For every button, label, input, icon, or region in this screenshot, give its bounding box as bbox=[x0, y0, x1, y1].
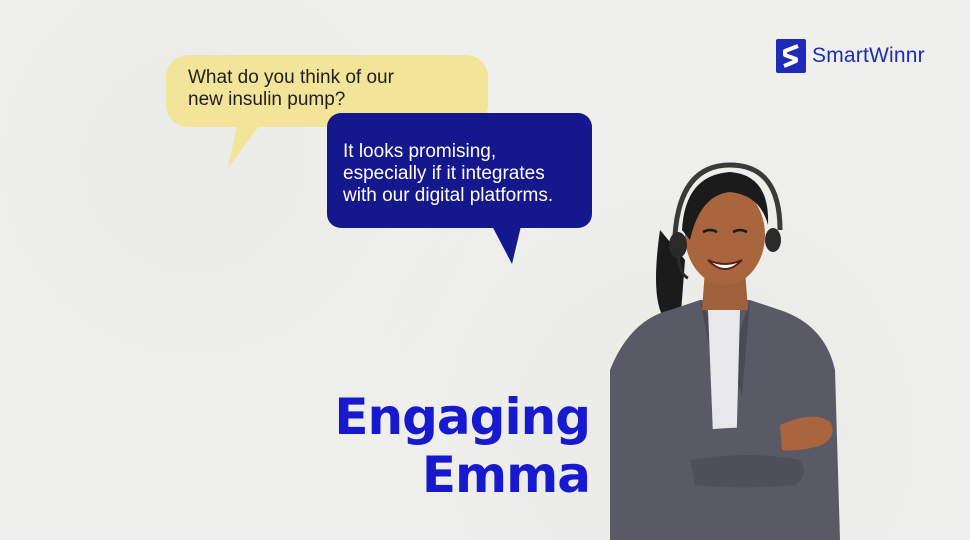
answer-bubble: It looks promising, especially if it int… bbox=[327, 113, 592, 228]
question-text: What do you think of our new insulin pum… bbox=[188, 67, 394, 110]
answer-text: It looks promising, especially if it int… bbox=[343, 141, 554, 206]
smartwinnr-logo: SmartWinnr bbox=[776, 39, 925, 73]
page-title: Engaging Emma bbox=[334, 388, 591, 504]
title-line-1: Engaging bbox=[334, 388, 591, 446]
brand-name: SmartWinnr bbox=[812, 44, 925, 67]
headset-woman-illustration bbox=[610, 162, 840, 540]
title-line-2: Emma bbox=[421, 446, 591, 504]
s-logo-icon bbox=[776, 39, 806, 73]
